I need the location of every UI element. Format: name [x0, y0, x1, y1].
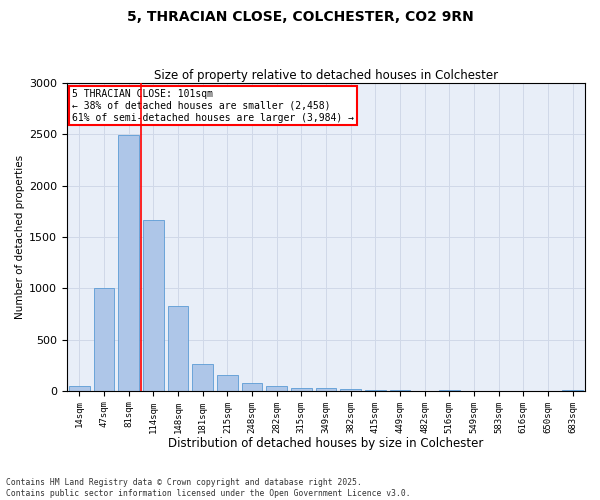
Bar — [365, 390, 386, 391]
Bar — [562, 390, 583, 391]
Text: Contains HM Land Registry data © Crown copyright and database right 2025.
Contai: Contains HM Land Registry data © Crown c… — [6, 478, 410, 498]
Bar — [266, 386, 287, 391]
Bar — [167, 306, 188, 391]
Bar — [291, 388, 312, 391]
Bar — [118, 136, 139, 391]
Bar — [192, 364, 213, 391]
Bar — [439, 390, 460, 391]
Bar — [217, 375, 238, 391]
Bar — [94, 288, 115, 391]
Bar — [316, 388, 337, 391]
Text: 5 THRACIAN CLOSE: 101sqm
← 38% of detached houses are smaller (2,458)
61% of sem: 5 THRACIAN CLOSE: 101sqm ← 38% of detach… — [72, 90, 354, 122]
Y-axis label: Number of detached properties: Number of detached properties — [15, 155, 25, 319]
Bar — [69, 386, 90, 391]
Text: 5, THRACIAN CLOSE, COLCHESTER, CO2 9RN: 5, THRACIAN CLOSE, COLCHESTER, CO2 9RN — [127, 10, 473, 24]
Bar — [143, 220, 164, 391]
Bar — [389, 390, 410, 391]
X-axis label: Distribution of detached houses by size in Colchester: Distribution of detached houses by size … — [169, 437, 484, 450]
Bar — [340, 390, 361, 391]
Title: Size of property relative to detached houses in Colchester: Size of property relative to detached ho… — [154, 69, 498, 82]
Bar — [242, 382, 262, 391]
